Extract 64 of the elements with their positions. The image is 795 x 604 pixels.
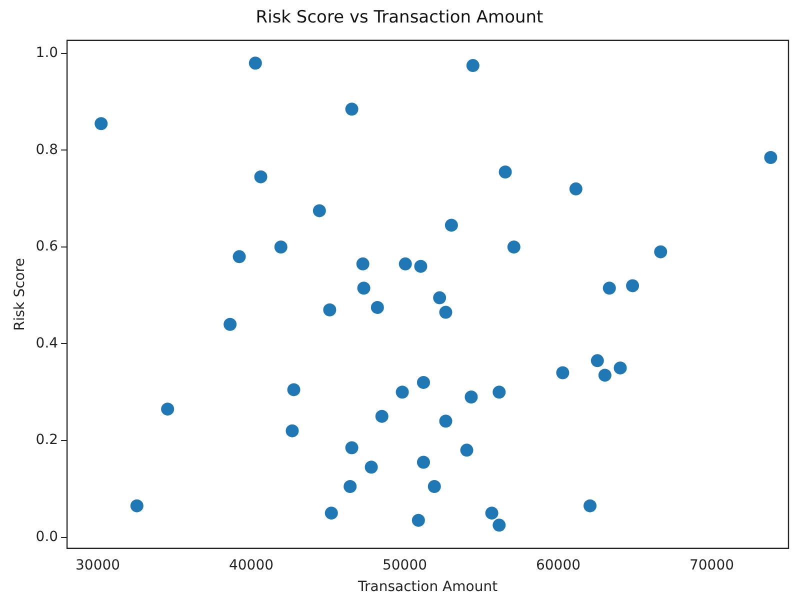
point: [464, 390, 478, 404]
x-tick-label: 40000: [228, 557, 274, 574]
y-axis-title: Risk Score: [12, 258, 28, 331]
point: [492, 386, 506, 399]
y-tick-label: 0.8: [36, 142, 58, 158]
point: [444, 218, 458, 232]
point: [356, 257, 370, 270]
point: [428, 480, 441, 493]
point: [224, 318, 237, 331]
point: [94, 117, 108, 130]
x-tick-label: 30000: [75, 557, 120, 574]
point: [412, 514, 425, 527]
point: [161, 402, 174, 416]
point: [598, 368, 612, 382]
y-tick-label: 0.4: [36, 335, 58, 352]
point: [485, 506, 498, 520]
point: [626, 279, 640, 292]
point: [364, 460, 378, 474]
point: [370, 300, 384, 314]
point: [287, 383, 300, 396]
point: [286, 424, 299, 438]
point: [357, 282, 370, 295]
point: [569, 182, 582, 196]
point: [254, 170, 268, 184]
point: [416, 376, 430, 389]
point: [614, 361, 627, 374]
x-axis-title: Transaction Amount: [357, 579, 498, 596]
point: [498, 165, 512, 178]
y-tick-label: 0.6: [36, 238, 58, 255]
point: [416, 456, 430, 469]
point: [345, 102, 358, 116]
point: [396, 386, 409, 399]
point: [602, 282, 616, 295]
point: [324, 506, 338, 520]
point: [414, 260, 428, 273]
x-tick-label: 70000: [689, 557, 734, 574]
x-tick-label: 50000: [382, 557, 428, 574]
chart-title: Risk Score vs Transaction Amount: [256, 8, 544, 28]
point: [590, 354, 604, 368]
point: [654, 245, 668, 258]
point: [433, 291, 446, 304]
y-tick-label: 1.0: [36, 45, 58, 62]
point: [248, 56, 262, 70]
point: [584, 499, 597, 512]
point: [439, 306, 452, 319]
point: [375, 410, 388, 423]
point: [439, 414, 452, 428]
point: [130, 499, 144, 512]
point: [556, 366, 570, 380]
point: [344, 480, 357, 493]
point: [466, 59, 480, 72]
point: [764, 150, 778, 164]
y-tick-label: 0.0: [36, 528, 58, 545]
point: [312, 204, 326, 218]
point: [460, 444, 474, 457]
point: [398, 257, 412, 270]
point: [232, 250, 246, 264]
point: [274, 240, 288, 254]
point: [492, 518, 506, 532]
y-tick-label: 0.2: [36, 432, 58, 448]
point: [323, 303, 336, 316]
point: [507, 240, 520, 254]
point: [345, 441, 358, 454]
x-tick-label: 60000: [536, 557, 581, 574]
